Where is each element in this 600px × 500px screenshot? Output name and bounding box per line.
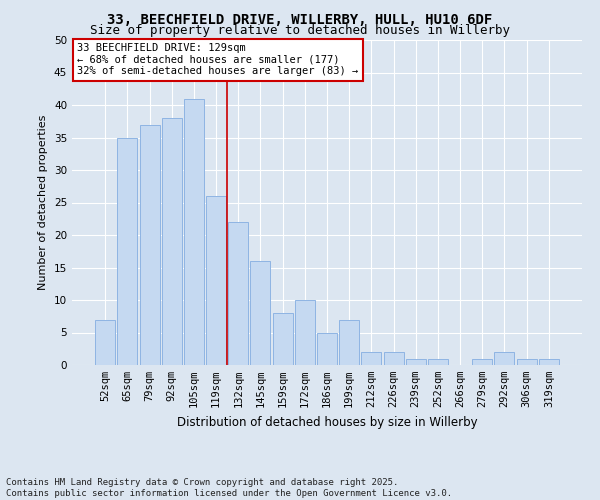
Bar	[272, 313, 293, 365]
Bar	[250, 261, 271, 365]
Bar	[472, 358, 492, 365]
Bar	[428, 358, 448, 365]
Text: 33 BEECHFIELD DRIVE: 129sqm
← 68% of detached houses are smaller (177)
32% of se: 33 BEECHFIELD DRIVE: 129sqm ← 68% of det…	[77, 44, 358, 76]
Bar	[118, 138, 137, 365]
Bar	[140, 124, 160, 365]
Bar	[494, 352, 514, 365]
Text: Contains HM Land Registry data © Crown copyright and database right 2025.
Contai: Contains HM Land Registry data © Crown c…	[6, 478, 452, 498]
Text: 33, BEECHFIELD DRIVE, WILLERBY, HULL, HU10 6DF: 33, BEECHFIELD DRIVE, WILLERBY, HULL, HU…	[107, 12, 493, 26]
Bar	[295, 300, 315, 365]
Y-axis label: Number of detached properties: Number of detached properties	[38, 115, 49, 290]
Bar	[162, 118, 182, 365]
Bar	[228, 222, 248, 365]
Text: Size of property relative to detached houses in Willerby: Size of property relative to detached ho…	[90, 24, 510, 37]
Bar	[95, 320, 115, 365]
Bar	[406, 358, 426, 365]
Bar	[539, 358, 559, 365]
Bar	[383, 352, 404, 365]
Bar	[517, 358, 536, 365]
Bar	[206, 196, 226, 365]
Bar	[339, 320, 359, 365]
Bar	[184, 98, 204, 365]
Bar	[361, 352, 382, 365]
X-axis label: Distribution of detached houses by size in Willerby: Distribution of detached houses by size …	[176, 416, 478, 428]
Bar	[317, 332, 337, 365]
